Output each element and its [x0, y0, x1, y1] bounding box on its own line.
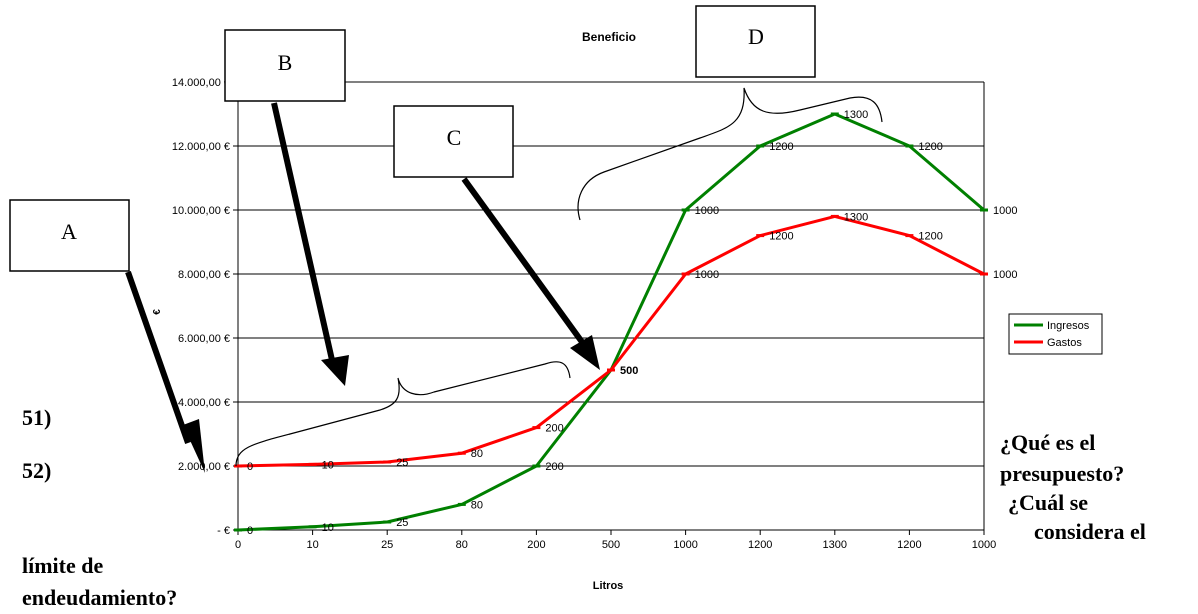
data-point-gastos — [756, 234, 765, 238]
legend-label-ingresos: Ingresos — [1047, 320, 1090, 332]
series-layer — [234, 112, 988, 532]
data-label: 1300 — [844, 211, 868, 223]
data-point-gastos — [980, 272, 988, 276]
data-point-gastos — [383, 460, 392, 464]
legend-label-gastos: Gastos — [1047, 337, 1082, 349]
data-label: 1300 — [844, 109, 868, 121]
brace-b — [235, 361, 571, 467]
data-label: 200 — [545, 423, 563, 435]
box-a-label: A — [61, 219, 77, 244]
y-tick-label: 6.000,00 € — [178, 333, 230, 345]
arrow-c — [461, 177, 585, 344]
x-axis-title: Litros — [593, 580, 624, 592]
question-52-line4: endeudamiento? — [22, 585, 178, 610]
box-d-label: D — [748, 24, 764, 49]
y-tick-label: 12.000,00 € — [172, 141, 230, 153]
data-point-gastos — [830, 214, 839, 218]
legend: Ingresos Gastos — [1008, 313, 1103, 355]
box-b: B — [224, 29, 346, 102]
data-label: 1200 — [918, 141, 942, 153]
data-point-gastos — [905, 234, 914, 238]
data-label: 80 — [471, 448, 483, 460]
box-c: C — [393, 105, 514, 178]
data-point-ingresos — [457, 502, 466, 506]
arrow-b — [271, 102, 335, 361]
question-52-line3: límite de — [22, 553, 104, 578]
data-point-ingresos — [830, 112, 839, 116]
y-tick-label: - € — [217, 525, 230, 537]
data-label: 1000 — [695, 269, 719, 281]
data-label: 1200 — [769, 141, 793, 153]
data-point-ingresos — [308, 525, 317, 529]
data-point-gastos — [457, 451, 466, 455]
arrows — [125, 102, 600, 473]
y-tick-label: 4.000,00 € — [178, 397, 230, 409]
data-point-gastos — [308, 462, 317, 466]
question-51-line2: presupuesto? — [1000, 461, 1125, 486]
question-51-line1: ¿Qué es el — [1000, 430, 1096, 455]
data-point-gastos — [532, 426, 541, 430]
data-label: 80 — [471, 499, 483, 511]
question-52-line2: considera el — [1034, 519, 1146, 544]
gridlines — [238, 81, 984, 467]
data-label: 25 — [396, 457, 408, 469]
x-tick-label: 1000 — [972, 539, 996, 551]
y-tick-label: 14.000,00 € — [172, 77, 230, 89]
arrow-a — [125, 271, 191, 444]
x-tick-label: 500 — [602, 539, 620, 551]
data-label: 200 — [545, 461, 563, 473]
data-label: 10 — [322, 522, 334, 534]
y-axis-title: € — [152, 309, 163, 315]
data-point-ingresos — [681, 208, 690, 212]
brace-d — [577, 87, 883, 221]
question-52-number: 52) — [22, 458, 52, 483]
x-tick-label: 1000 — [673, 539, 697, 551]
chart-title: Beneficio — [582, 30, 636, 44]
arrowhead-c — [570, 335, 600, 370]
data-point-gastos — [234, 464, 242, 468]
box-d: D — [695, 5, 816, 78]
data-label: 25 — [396, 517, 408, 529]
data-point-gastos — [681, 272, 690, 276]
box-a: A — [9, 199, 130, 272]
data-point-ingresos — [756, 144, 765, 148]
data-point-ingresos — [234, 528, 242, 532]
box-c-label: C — [447, 125, 462, 150]
question-52-line1: ¿Cuál se — [1008, 490, 1089, 515]
question-51-number: 51) — [22, 405, 52, 430]
y-tick-label: 8.000,00 € — [178, 269, 230, 281]
x-tick-label: 0 — [235, 539, 241, 551]
arrowhead-a — [183, 419, 205, 473]
data-label: 500 — [620, 365, 638, 377]
series-line-ingresos — [237, 112, 985, 532]
data-label: 1000 — [695, 205, 719, 217]
data-point-ingresos — [532, 464, 541, 468]
data-point-ingresos — [905, 144, 914, 148]
data-label: 1000 — [993, 269, 1017, 281]
data-label: 0 — [247, 525, 253, 537]
x-tick-label: 1200 — [897, 539, 921, 551]
x-tick-label: 1200 — [748, 539, 772, 551]
x-tick-label: 25 — [381, 539, 393, 551]
data-point-ingresos — [980, 208, 988, 212]
data-labels-layer: 0 10 25 80 200 1000 1200 1300 1200 1000 0 10 25 80 200… — [247, 109, 1017, 537]
data-point-ingresos — [383, 520, 392, 524]
x-tick-label: 200 — [527, 539, 545, 551]
plot-area-frame — [233, 81, 985, 535]
x-tick-label: 1300 — [823, 539, 847, 551]
data-label: 10 — [322, 459, 334, 471]
box-b-label: B — [278, 50, 293, 75]
arrowhead-b — [321, 355, 349, 386]
x-tick-label: 10 — [306, 539, 318, 551]
data-point-gastos — [607, 368, 615, 372]
data-label: 1200 — [918, 231, 942, 243]
data-label: 1200 — [769, 231, 793, 243]
data-label: 1000 — [993, 205, 1017, 217]
series-line-gastos — [237, 214, 985, 468]
axis-tick-labels: - €2.000,00 €4.000,00 €6.000,00 €8.000,0… — [172, 77, 996, 551]
x-tick-label: 80 — [456, 539, 468, 551]
y-tick-label: 10.000,00 € — [172, 205, 230, 217]
data-label: 0 — [247, 461, 253, 473]
